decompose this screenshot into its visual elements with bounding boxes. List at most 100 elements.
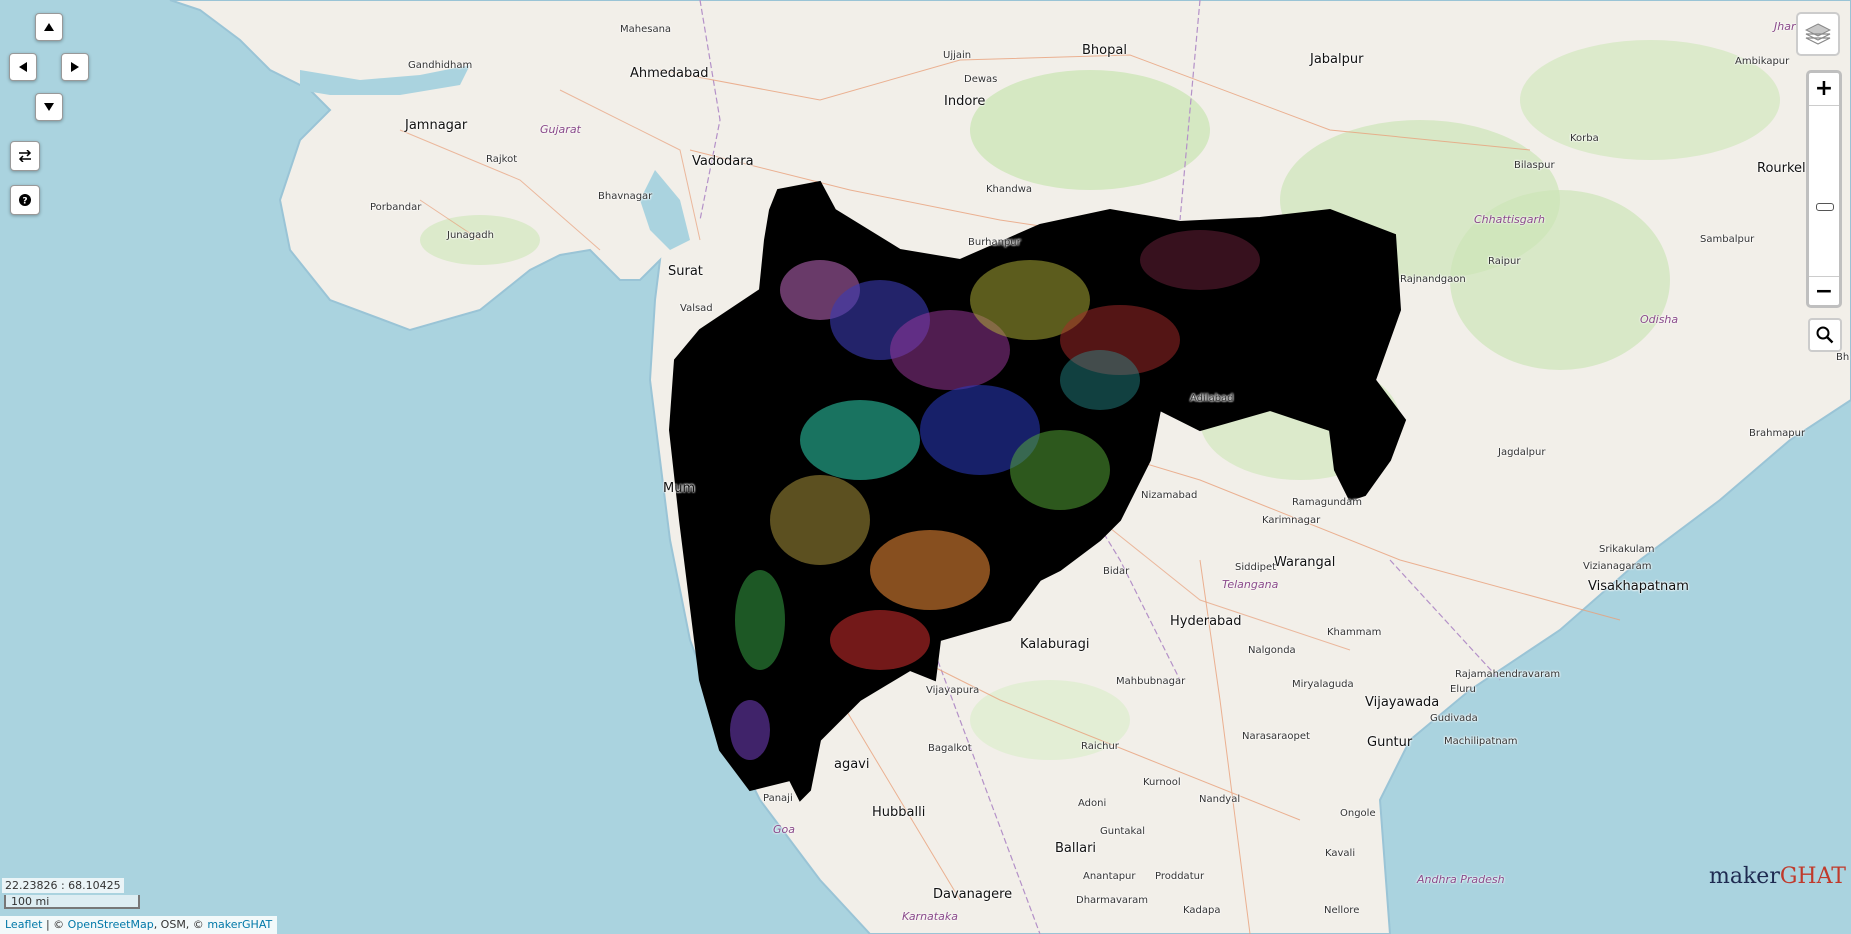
city-label: Mahesana [620, 24, 672, 35]
city-label: Guntakal [1100, 826, 1145, 837]
district-cluster [1010, 430, 1110, 510]
gulf-of-khambhat [640, 170, 690, 250]
district-cluster [830, 610, 930, 670]
city-label: Sambalpur [1700, 234, 1755, 245]
city-label: Rourkela [1757, 161, 1814, 176]
state-border [699, 0, 1501, 934]
district-cluster [1060, 305, 1180, 375]
cursor-coordinates: 22.23826 : 68.10425 [2, 878, 124, 893]
zoom-slider-track[interactable] [1809, 105, 1839, 277]
city-label: Burhanpur [968, 237, 1021, 248]
district-cluster [890, 310, 1010, 390]
leaflet-link[interactable]: Leaflet [5, 918, 43, 931]
pan-left-button[interactable] [9, 53, 37, 81]
city-label: Panaji [763, 793, 793, 804]
triangle-up-icon [44, 23, 54, 31]
layers-icon [1805, 23, 1831, 45]
city-label: Adilabad [1190, 393, 1234, 404]
city-label: Eluru [1450, 684, 1476, 695]
city-label: Junagadh [447, 230, 494, 241]
city-label: Siddipet [1235, 562, 1277, 573]
attribution-sep: | © [42, 918, 68, 931]
help-button[interactable]: ? [10, 185, 40, 215]
city-label: Ongole [1340, 808, 1376, 819]
city-label: Bh [1836, 352, 1850, 363]
forest-patch [1450, 190, 1670, 370]
triangle-left-icon [19, 62, 27, 72]
city-label: Vadodara [692, 154, 754, 169]
scale-bar: 100 mi [4, 895, 140, 909]
district-cluster [920, 385, 1040, 475]
attribution-rest: , OSM, © [153, 918, 208, 931]
city-label: Rajkot [486, 154, 518, 165]
city-label: Ahmedabad [630, 66, 709, 81]
makerghat-link[interactable]: makerGHAT [207, 918, 273, 931]
district-cluster [735, 570, 785, 670]
city-label: Surat [668, 264, 703, 279]
question-circle-icon: ? [19, 194, 31, 206]
state-label: Goa [773, 823, 795, 836]
swap-button[interactable] [10, 141, 40, 171]
city-label: Kadapa [1183, 905, 1221, 916]
district-cluster [730, 700, 770, 760]
city-label: Miryalaguda [1292, 679, 1354, 690]
city-label: Ambikapur [1735, 56, 1790, 67]
city-label: Jagdalpur [1498, 447, 1546, 458]
city-label: Bhavnagar [598, 191, 653, 202]
city-label: Indore [944, 94, 986, 109]
city-label: Raipur [1488, 256, 1521, 267]
brand-maker: maker [1709, 864, 1780, 889]
city-label: Vizianagaram [1583, 561, 1652, 572]
city-label: Raichur [1081, 741, 1119, 752]
city-label: Nalgonda [1248, 645, 1296, 656]
city-label: Gudivada [1430, 713, 1478, 724]
district-cluster [1140, 230, 1260, 290]
city-label: Srikakulam [1599, 544, 1655, 555]
brand-ghat: GHAT [1779, 864, 1846, 889]
city-label: Bidar [1103, 566, 1130, 577]
district-cluster [770, 475, 870, 565]
road [659, 54, 1621, 934]
city-label: Karimnagar [1262, 515, 1321, 526]
state-label: Telangana [1222, 578, 1279, 591]
state-label: Odisha [1640, 313, 1679, 326]
city-label: Kurnool [1143, 777, 1181, 788]
city-label: Kalaburagi [1020, 637, 1090, 652]
pan-up-button[interactable] [35, 13, 63, 41]
zoom-out-button[interactable]: − [1814, 278, 1834, 304]
city-label: agavi [834, 757, 870, 772]
layers-button[interactable] [1796, 12, 1840, 56]
search-button[interactable] [1808, 318, 1842, 352]
city-label: Vijayapura [926, 685, 980, 696]
city-label: Gandhidham [408, 60, 473, 71]
city-label: Kavali [1325, 848, 1356, 859]
pan-down-button[interactable] [35, 93, 63, 121]
triangle-down-icon [44, 103, 54, 111]
city-label: Ramagundam [1292, 497, 1362, 508]
gulf-of-kutch [300, 65, 470, 95]
city-label: Khandwa [986, 184, 1033, 195]
osm-link[interactable]: OpenStreetMap [67, 918, 154, 931]
zoom-in-button[interactable]: + [1814, 75, 1834, 101]
city-label: Adoni [1078, 798, 1107, 809]
city-label: Valsad [680, 303, 713, 314]
city-label: Brahmapur [1749, 428, 1806, 439]
pan-right-button[interactable] [61, 53, 89, 81]
state-label: Karnataka [902, 910, 958, 923]
search-icon [1816, 326, 1834, 344]
district-cluster [970, 260, 1090, 340]
triangle-right-icon [71, 62, 79, 72]
city-label: Bilaspur [1514, 160, 1555, 171]
city-label: Jabalpur [1310, 52, 1364, 67]
zoom-slider-knob[interactable] [1816, 203, 1834, 211]
zoom-control: + − [1806, 70, 1842, 308]
city-label: Warangal [1274, 555, 1336, 570]
svg-text:?: ? [22, 197, 27, 207]
city-label: Bagalkot [928, 743, 972, 754]
city-label: Rajnandgaon [1400, 274, 1466, 285]
city-label: Nellore [1324, 905, 1360, 916]
state-label: Chhattisgarh [1474, 213, 1545, 226]
city-label: Dewas [964, 74, 998, 85]
